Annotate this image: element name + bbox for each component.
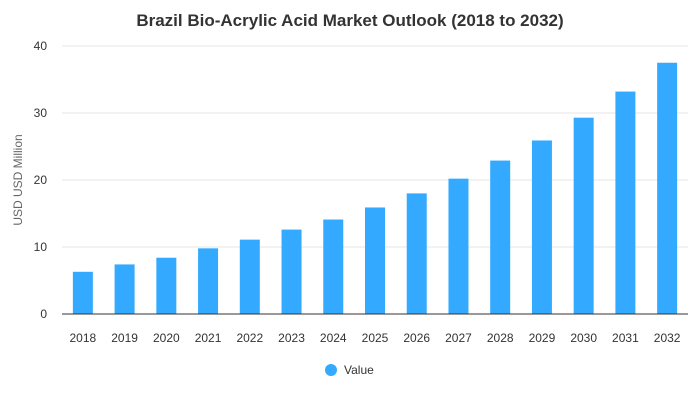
x-tick-label: 2024 [320, 331, 347, 345]
y-tick-label: 30 [34, 106, 48, 120]
legend-label-value[interactable]: Value [344, 363, 374, 377]
x-tick-label: 2026 [403, 331, 430, 345]
bar-2021[interactable] [198, 248, 219, 314]
x-tick-label: 2031 [612, 331, 639, 345]
x-tick-label: 2021 [195, 331, 222, 345]
y-axis-label: USD USD Million [11, 134, 25, 225]
bar-2025[interactable] [365, 207, 385, 314]
bar-2028[interactable] [490, 160, 511, 314]
bar-2018[interactable] [72, 271, 93, 314]
bar-2030[interactable] [573, 117, 594, 314]
y-tick-label: 40 [34, 39, 48, 53]
x-tick-label: 2032 [654, 331, 681, 345]
bar-2020[interactable] [156, 257, 177, 314]
x-tick-label: 2027 [445, 331, 472, 345]
legend[interactable]: Value [325, 363, 374, 377]
bar-2023[interactable] [281, 229, 302, 314]
bar-2024[interactable] [323, 219, 344, 314]
x-tick-label: 2019 [111, 331, 138, 345]
x-tick-label: 2029 [529, 331, 556, 345]
x-tick-label: 2023 [278, 331, 305, 345]
bar-2027[interactable] [448, 178, 469, 314]
bar-2022[interactable] [239, 239, 260, 314]
x-tick-label: 2022 [236, 331, 263, 345]
chart-title: Brazil Bio-Acrylic Acid Market Outlook (… [136, 11, 563, 30]
bar-2031[interactable] [615, 91, 636, 314]
x-tick-label: 2018 [70, 331, 97, 345]
bar-2032[interactable] [657, 62, 678, 314]
bar-2026[interactable] [406, 193, 427, 314]
x-tick-label: 2025 [362, 331, 389, 345]
y-tick-label: 0 [40, 307, 47, 321]
y-tick-label: 20 [34, 173, 48, 187]
x-tick-label: 2020 [153, 331, 180, 345]
x-tick-label: 2028 [487, 331, 514, 345]
y-axis-ticks: 0 10 20 30 40 [34, 39, 48, 321]
y-tick-label: 10 [34, 240, 48, 254]
bar-2029[interactable] [531, 140, 552, 314]
x-tick-label: 2030 [570, 331, 597, 345]
x-axis-ticks: 2018 2019 2020 2021 2022 2023 2024 2025 2026 2027… [70, 331, 681, 345]
legend-marker[interactable] [325, 364, 337, 376]
bar-2019[interactable] [114, 264, 135, 314]
bar-series [72, 62, 678, 314]
